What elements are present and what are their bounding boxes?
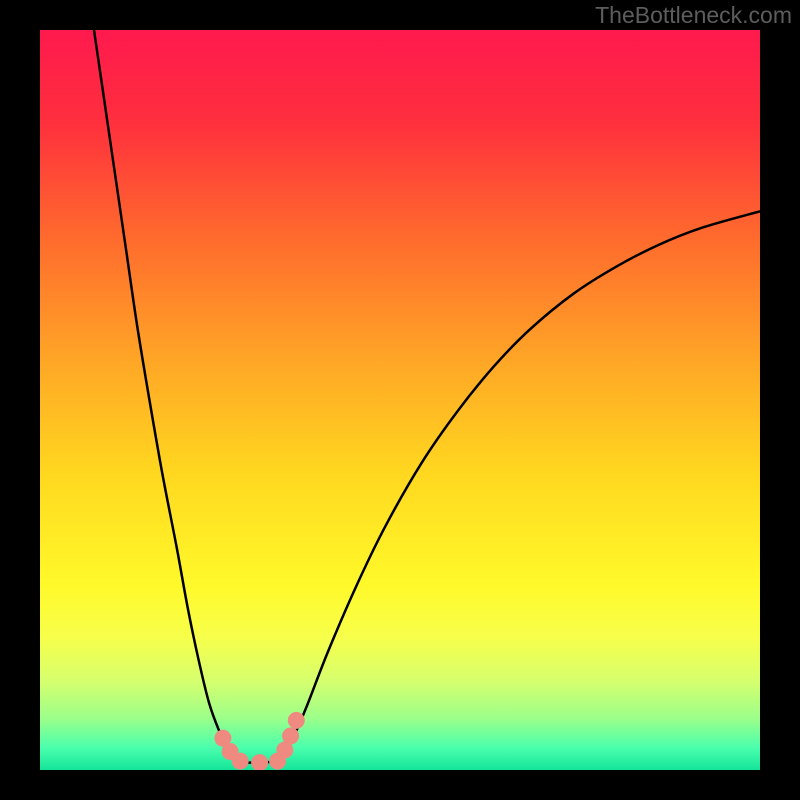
- border-bottom: [0, 770, 800, 800]
- marker-point-2: [232, 753, 249, 770]
- border-left: [0, 0, 40, 800]
- plot-area: [40, 30, 760, 770]
- marker-point-7: [288, 712, 305, 729]
- watermark-text: TheBottleneck.com: [595, 2, 792, 29]
- chart-frame: TheBottleneck.com: [0, 0, 800, 800]
- marker-point-6: [282, 727, 299, 744]
- chart-background: [40, 30, 760, 770]
- border-right: [760, 0, 800, 800]
- plot-svg: [40, 30, 760, 770]
